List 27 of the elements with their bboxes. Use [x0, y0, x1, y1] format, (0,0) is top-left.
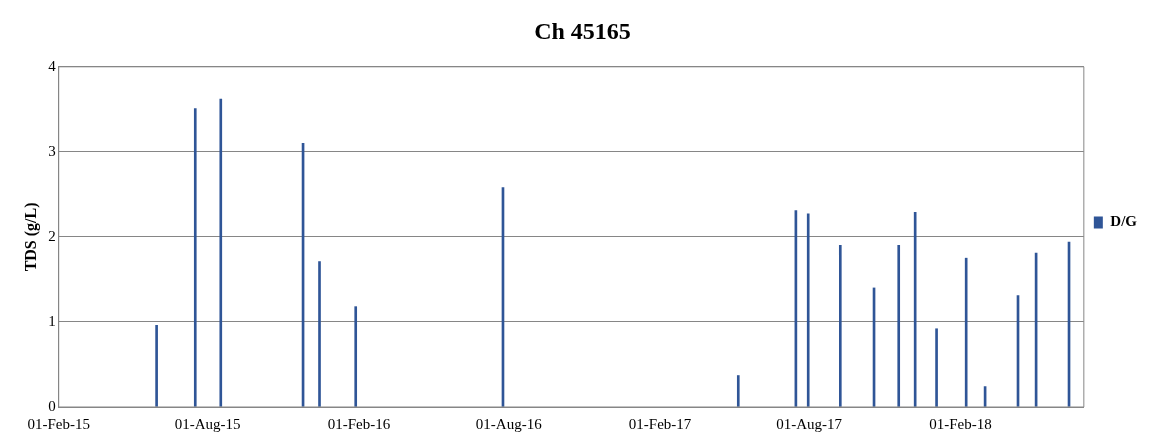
x-tick-label: 01-Feb-17: [628, 415, 692, 432]
y-tick-label: 2: [48, 227, 56, 244]
y-axis-title: TDS (g/L): [21, 202, 40, 272]
y-tick-label: 0: [48, 397, 56, 414]
bar: [155, 325, 158, 407]
x-tick-label: 01-Feb-18: [929, 415, 992, 432]
bar: [913, 211, 917, 407]
bar: [736, 375, 740, 407]
bar: [964, 257, 968, 407]
bar: [838, 245, 842, 407]
bar: [193, 108, 197, 407]
x-tick-label: 01-Feb-15: [27, 415, 90, 432]
y-tick-label: 1: [48, 312, 56, 329]
chart-title: Ch 45165: [534, 17, 631, 44]
x-tick-label: 01-Feb-16: [327, 415, 391, 432]
y-tick-label: 3: [48, 142, 56, 159]
legend-label: D/G: [1110, 213, 1138, 230]
bar: [806, 213, 810, 407]
bar: [354, 306, 358, 407]
x-tick-label: 01-Aug-15: [174, 415, 241, 432]
y-tick-label: 4: [48, 57, 57, 74]
x-tick-label: 01-Aug-17: [776, 415, 843, 432]
x-tick-label: 01-Aug-16: [475, 415, 543, 432]
bar: [318, 261, 321, 407]
bar: [935, 328, 938, 407]
bar: [897, 245, 901, 407]
bar: [219, 98, 223, 407]
